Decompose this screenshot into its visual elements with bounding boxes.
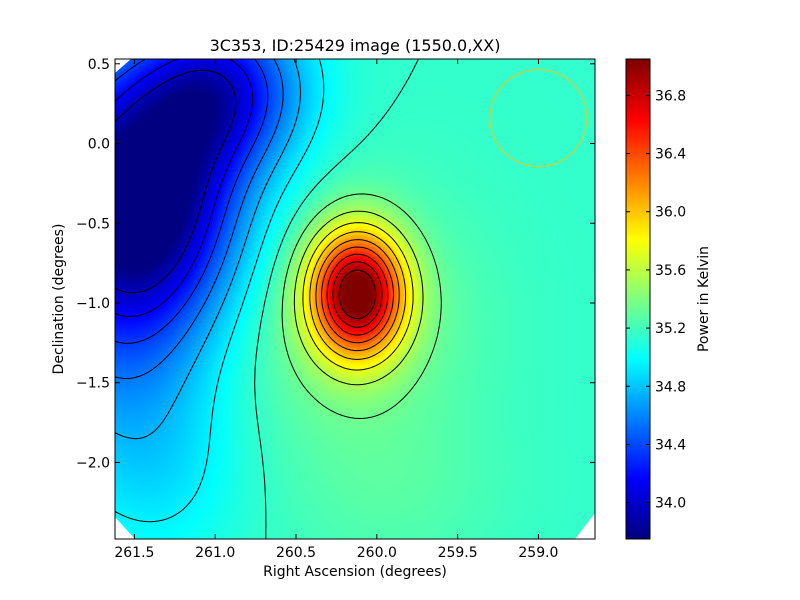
x-tick-label-5: 259.0 — [518, 545, 558, 561]
contour-line-4 — [115, 59, 301, 440]
colorbar-tick-label-2: 34.8 — [655, 379, 686, 395]
x-tick-label-2: 260.5 — [276, 545, 316, 561]
y-axis-ticks: 0.5 0.0 −0.5 −1.0 −1.5 −2.0 — [76, 57, 595, 471]
y-tick-label-1: 0.0 — [88, 137, 110, 153]
x-tick-label-0: 261.5 — [114, 545, 154, 561]
x-axis-ticks: 261.5 261.0 260.5 260.0 259.5 259.0 — [114, 59, 558, 561]
colorbar-tick-label-6: 36.4 — [655, 147, 686, 163]
beam-circle — [489, 68, 588, 168]
contour-line-0 — [115, 69, 237, 294]
colorbar-label: Power in Kelvin — [696, 246, 712, 352]
contour-line-15 — [338, 269, 377, 320]
colorbar-tick-label-5: 36.0 — [655, 205, 686, 221]
y-tick-label-0: 0.5 — [88, 57, 110, 73]
contour-line-2 — [115, 59, 269, 344]
contour-lines — [115, 59, 442, 539]
contour-line-7 — [281, 193, 442, 419]
contour-line-5 — [115, 59, 325, 523]
colorbar-tick-label-3: 35.2 — [655, 321, 686, 337]
contour-line-6 — [254, 59, 419, 539]
plot-area — [115, 59, 595, 539]
colorbar-tick-label-1: 34.4 — [655, 437, 686, 453]
y-axis-label: Declination (degrees) — [51, 224, 67, 375]
colorbar-gradient — [626, 59, 650, 539]
y-tick-label-4: −1.5 — [76, 376, 110, 392]
contour-line-11 — [315, 239, 400, 352]
contour-line-1 — [115, 59, 254, 317]
colorbar-tick-label-4: 35.6 — [655, 263, 686, 279]
contour-line-10 — [309, 231, 407, 360]
x-tick-label-3: 260.0 — [357, 545, 397, 561]
heatmap-image — [115, 59, 595, 539]
contour-line-9 — [302, 222, 414, 371]
contour-line-13 — [326, 253, 389, 336]
colorbar-tick-label-0: 34.0 — [655, 496, 686, 512]
x-axis-label: Right Ascension (degrees) — [263, 564, 447, 580]
contour-line-14 — [332, 261, 383, 328]
y-tick-label-3: −1.0 — [76, 296, 110, 312]
colorbar: 34.0 34.4 34.8 35.2 35.6 36.0 36.4 36.8 Power i… — [625, 58, 712, 540]
colorbar-tick-label-7: 36.8 — [655, 88, 686, 104]
contour-line-8 — [293, 210, 424, 386]
colorbar-frame — [625, 58, 651, 540]
y-tick-label-2: −0.5 — [76, 216, 110, 232]
x-tick-label-1: 261.0 — [195, 545, 235, 561]
chart-title: 3C353, ID:25429 image (1550.0,XX) — [210, 36, 501, 55]
x-tick-label-4: 259.5 — [438, 545, 478, 561]
y-tick-label-5: −2.0 — [76, 455, 110, 471]
colorbar-ticks: 34.0 34.4 34.8 35.2 35.6 36.0 36.4 36.8 — [626, 88, 686, 512]
plot-frame — [114, 58, 596, 540]
contour-line-12 — [321, 246, 394, 344]
